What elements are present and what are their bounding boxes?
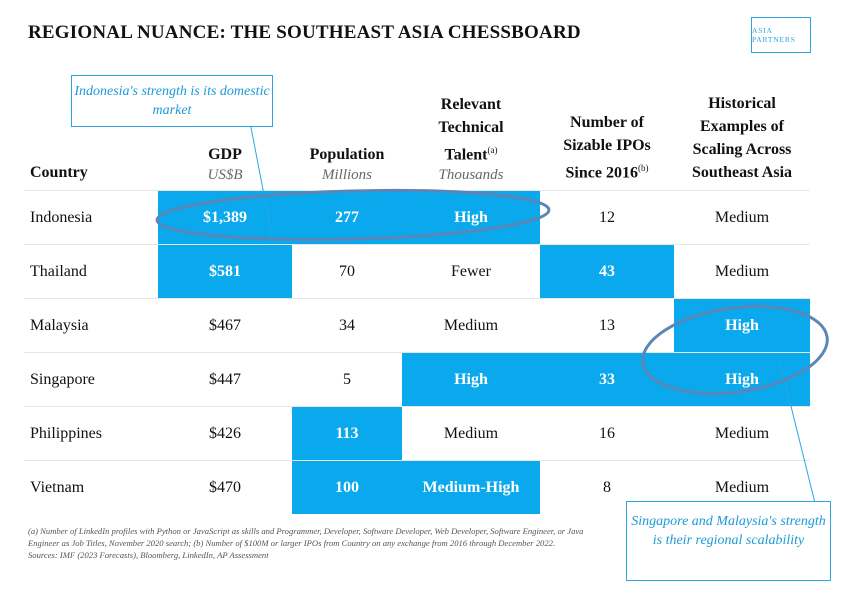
population-cell: 34 xyxy=(292,298,402,353)
page-title: REGIONAL NUANCE: THE SOUTHEAST ASIA CHES… xyxy=(28,22,581,43)
header-row: Country GDP US$B Population Millions Relev… xyxy=(24,92,810,191)
header-ipos: Number of Sizable IPOs Since 2016(b) xyxy=(563,113,651,181)
table-row: Indonesia $1,389 277 High 12 Medium xyxy=(24,190,810,245)
talent-cell: Medium-High xyxy=(402,460,540,514)
gdp-cell: $447 xyxy=(158,352,292,407)
talent-cell: Medium xyxy=(402,406,540,461)
ipos-cell: 43 xyxy=(540,244,674,299)
gdp-cell: $467 xyxy=(158,298,292,353)
header-talent: Relevant Technical Talent(a) Thousands xyxy=(402,92,540,191)
table-row: Malaysia $467 34 Medium 13 High xyxy=(24,298,810,353)
gdp-cell: $426 xyxy=(158,406,292,461)
population-cell: 113 xyxy=(292,406,402,461)
footnote-sources: Sources: IMF (2023 Forecasts), Bloomberg… xyxy=(28,550,269,560)
footnote-definitions: (a) Number of LinkedIn profiles with Pyt… xyxy=(28,526,584,548)
country-cell: Malaysia xyxy=(24,298,158,353)
scaling-cell: Medium xyxy=(674,406,810,461)
header-scaling: Historical Examples of Scaling Across South… xyxy=(691,95,793,181)
header-talent-unit: Thousands xyxy=(438,167,504,183)
country-cell: Philippines xyxy=(24,406,158,461)
scaling-cell: High xyxy=(674,352,810,407)
scaling-cell: High xyxy=(674,298,810,353)
header-gdp: GDP US$B xyxy=(158,92,292,191)
gdp-cell: $581 xyxy=(158,244,292,299)
header-population: Population Millions xyxy=(292,92,402,191)
country-cell: Vietnam xyxy=(24,460,158,514)
table-row: Singapore $447 5 High 33 High xyxy=(24,352,810,407)
header-country: Country xyxy=(30,164,88,181)
asia-partners-logo: ASIA PARTNERS xyxy=(751,17,811,53)
ipos-cell: 13 xyxy=(540,298,674,353)
gdp-cell: $1,389 xyxy=(158,190,292,245)
table-row: Philippines $426 113 Medium 16 Medium xyxy=(24,406,810,461)
country-cell: Indonesia xyxy=(24,190,158,245)
talent-cell: High xyxy=(402,352,540,407)
population-cell: 100 xyxy=(292,460,402,514)
header-population-unit: Millions xyxy=(321,167,372,183)
ipos-cell: 12 xyxy=(540,190,674,245)
scaling-cell: Medium xyxy=(674,244,810,299)
ipos-cell: 33 xyxy=(540,352,674,407)
talent-cell: Medium xyxy=(402,298,540,353)
gdp-cell: $470 xyxy=(158,460,292,514)
scaling-cell: Medium xyxy=(674,190,810,245)
indonesia-callout: Indonesia's strength is its domestic mar… xyxy=(71,75,273,127)
header-gdp-unit: US$B xyxy=(207,167,243,183)
ipos-cell: 16 xyxy=(540,406,674,461)
talent-cell: High xyxy=(402,190,540,245)
comparison-table: Country GDP US$B Population Millions Relev… xyxy=(24,92,810,514)
country-cell: Thailand xyxy=(24,244,158,299)
footnote: (a) Number of LinkedIn profiles with Pyt… xyxy=(28,525,608,561)
country-cell: Singapore xyxy=(24,352,158,407)
table-row: Thailand $581 70 Fewer 43 Medium xyxy=(24,244,810,299)
regional-scalability-callout: Singapore and Malaysia's strength is the… xyxy=(626,501,831,581)
population-cell: 70 xyxy=(292,244,402,299)
talent-cell: Fewer xyxy=(402,244,540,299)
population-cell: 5 xyxy=(292,352,402,407)
population-cell: 277 xyxy=(292,190,402,245)
